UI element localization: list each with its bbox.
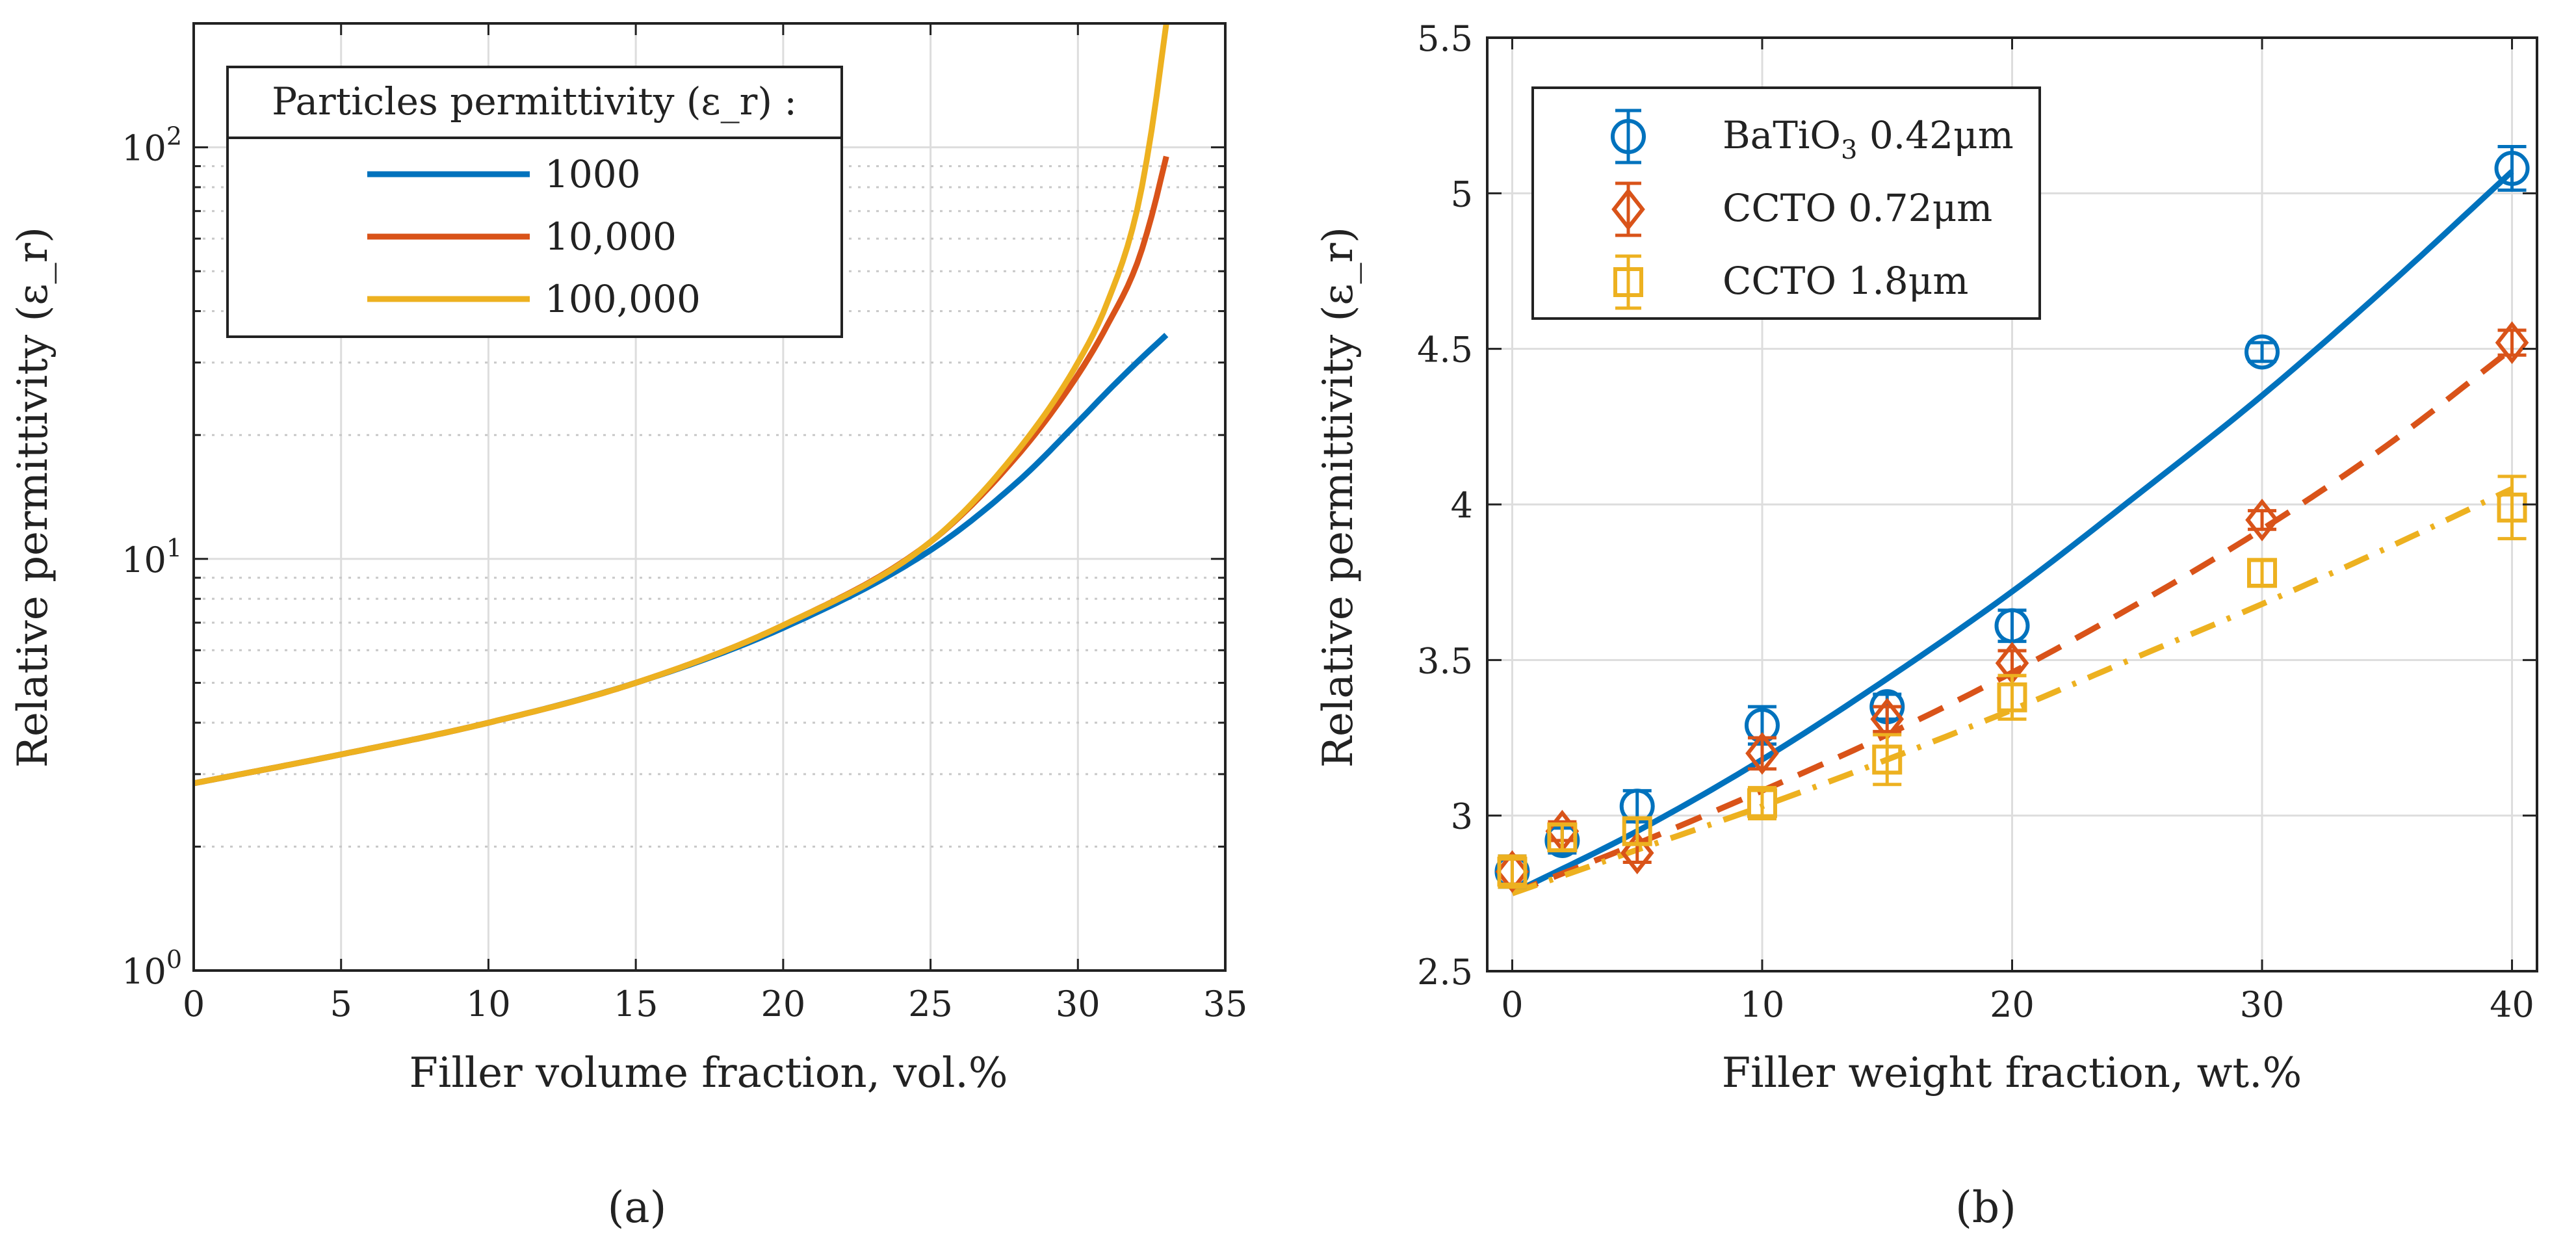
chart-a-xtick-label: 35 [1203,984,1248,1024]
chart-b-point [1547,822,1578,853]
chart-b-fit-1 [1511,169,2514,896]
chart-a-legend-title: Particles permittivity (ε_r) : [272,79,797,124]
chart-b-marker-diamond [2495,321,2529,364]
chart-b-marker-circle [2244,334,2280,370]
chart-b-ylabel: Relative permittivity (ε_r) [1314,227,1362,768]
chart-b-fit-3 [1511,486,2514,896]
chart-b-xtick-label: 10 [1740,984,1785,1025]
chart-b-marker-diamond [2245,499,2279,541]
chart-a-xtick-label: 25 [908,984,953,1024]
chart-b-marker-square [1547,822,1578,853]
chart-b-point [2497,475,2527,541]
chart-b-ytick-label: 5.5 [1417,18,1473,59]
chart-b-xtick-label: 30 [2240,984,2285,1025]
chart-a-plot-frame [192,22,1227,972]
chart-b-xtick-label: 0 [1501,984,1523,1025]
chart-a-panel-label: (a) [608,1182,667,1232]
chart-b-legend-marker [1611,119,1646,154]
chart-a-xtick-label: 30 [1056,984,1100,1024]
chart-b-point [2247,558,2278,588]
chart-b-legend: BaTiO3 0.42μm CCTO 0.72μm CCTO 1.8μm [1531,86,2041,320]
chart-a-ytick-label: 101 [122,534,182,580]
chart-b-xtick-label: 40 [2490,984,2534,1025]
chart-a-xtick-label: 0 [183,984,205,1024]
chart-b-ytick-label: 3 [1451,796,1473,837]
chart-b-ytick-label: 4 [1451,485,1473,526]
chart-b-legend-label: CCTO 0.72μm [1723,186,1992,230]
chart-b-panel-label: (b) [1955,1182,2016,1232]
chart-b-point [1497,854,1528,889]
chart-b-marker-square [2497,492,2527,523]
chart-b-marker-circle [2494,151,2530,187]
chart-b-marker-square [1497,856,1528,887]
chart-b-marker-square [2247,558,2278,588]
chart-a-xtick-label: 5 [330,984,352,1024]
chart-panel-b: 0 10 20 30 40 2.5 3 3.5 4 4.5 5 5.5 BaTiO3 0.42μm CC… [1314,18,2538,1232]
chart-a-xtick-label: 15 [614,984,658,1024]
chart-a-ylabel: Relative permittivity (ε_r) [9,227,57,768]
chart-b-legend-marker [1611,188,1645,231]
chart-a-xtick-label: 10 [466,984,511,1024]
chart-b-legend-label: BaTiO3 0.42μm [1723,113,2014,165]
chart-a-xlabel: Filler volume fraction, vol.% [409,1049,1008,1097]
chart-b-point [1997,673,2027,721]
chart-a-ytick-label: 102 [122,122,182,169]
chart-b-marker-square [1997,682,2027,712]
chart-b-marker-square [1622,816,1652,846]
chart-a-xtick-label: 20 [761,984,805,1024]
chart-b-point [1745,732,1779,775]
chart-b-point [2494,145,2530,192]
chart-b-points [1494,145,2530,893]
chart-b-ticks: 0 10 20 30 40 2.5 3 3.5 4 4.5 5 5.5 [1417,18,2537,1025]
chart-b-marker-diamond [1495,850,1529,893]
chart-b-ytick-label: 2.5 [1417,952,1473,993]
chart-b-marker-diamond [1620,831,1654,874]
chart-a-ytick-label: 100 [122,945,182,992]
chart-b-point [1872,733,1903,787]
chart-b-point [2495,321,2529,364]
chart-b-xtick-label: 20 [1990,984,2035,1025]
chart-b-point [1994,608,2030,644]
chart-a-ticks: 0 5 10 15 20 25 30 35 100 101 102 [122,22,1248,1024]
chart-b-legend-marker [1613,267,1643,297]
chart-a-lines [194,23,1169,787]
chart-b-marker-diamond [1745,732,1779,775]
chart-a-legend: Particles permittivity (ε_r) : 1000 10,000… [226,66,843,338]
chart-b-legend-label: CCTO 1.8μm [1723,259,1968,303]
chart-a-legend-label: 1000 [545,152,641,196]
chart-b-point [1747,786,1777,820]
chart-panel-a: 0 5 10 15 20 25 30 35 100 101 102 Particles permit… [9,22,1248,1232]
chart-b-point [2245,499,2279,541]
chart-a-legend-label: 100,000 [545,277,701,321]
chart-b-xlabel: Filler weight fraction, wt.% [1722,1049,2302,1097]
chart-a-legend-label: 10,000 [545,215,677,259]
chart-a-legend-box [226,66,843,338]
chart-b-point [1622,816,1652,846]
chart-b-marker-square [1872,744,1903,775]
chart-b-marker-circle [1994,608,2030,644]
chart-b-point [2244,334,2280,370]
chart-b-ytick-label: 5 [1451,174,1473,215]
chart-b-ytick-label: 4.5 [1417,330,1473,371]
chart-a-series-3 [194,23,1169,787]
chart-b-marker-square [1747,788,1777,818]
chart-b-ytick-label: 3.5 [1417,640,1473,681]
